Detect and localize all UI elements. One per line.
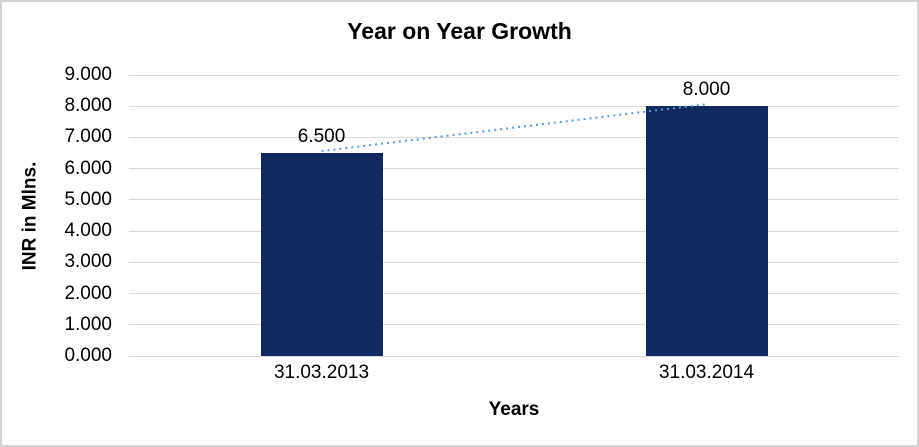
trendline (321, 103, 707, 153)
gridline (129, 74, 899, 76)
y-tick-label: 3.000 (64, 251, 112, 273)
x-axis-tick-labels: 31.03.2013 31.03.2014 (129, 361, 899, 387)
y-tick-label: 9.000 (64, 64, 112, 85)
gridline (129, 105, 899, 107)
plot-area: 6.500 8.000 (129, 74, 899, 357)
chart-title: Year on Year Growth (347, 18, 572, 44)
gridline (129, 230, 899, 232)
data-label-31.03.2013: 6.500 (297, 126, 346, 148)
y-tick-label: 1.000 (64, 313, 112, 335)
gridline (129, 199, 899, 201)
x-tick-label: 31.03.2013 (273, 362, 370, 383)
gridline (129, 293, 899, 295)
gridline (129, 168, 899, 170)
bar-31.03.2014 (645, 106, 768, 356)
y-axis-tick-labels: 9.000 8.000 7.000 6.000 5.000 4.000 3.000 2.000… (2, 64, 112, 366)
y-tick-label: 2.000 (64, 282, 112, 304)
y-tick-label: 5.000 (64, 188, 112, 210)
y-tick-label: 6.000 (64, 157, 112, 179)
gridline (129, 261, 899, 263)
data-label-31.03.2014: 8.000 (682, 79, 731, 101)
gridline (129, 324, 899, 326)
y-tick-label: 7.000 (64, 126, 112, 148)
x-axis-title: Years (488, 399, 540, 420)
gridline (129, 355, 899, 357)
trendline-dotted (321, 103, 707, 153)
x-tick-label: 31.03.2014 (658, 362, 755, 383)
y-tick-label: 8.000 (64, 95, 112, 117)
y-tick-label: 4.000 (64, 220, 112, 242)
y-tick-label: 0.000 (64, 345, 112, 366)
bar-31.03.2013 (260, 153, 383, 356)
gridline (129, 136, 899, 138)
